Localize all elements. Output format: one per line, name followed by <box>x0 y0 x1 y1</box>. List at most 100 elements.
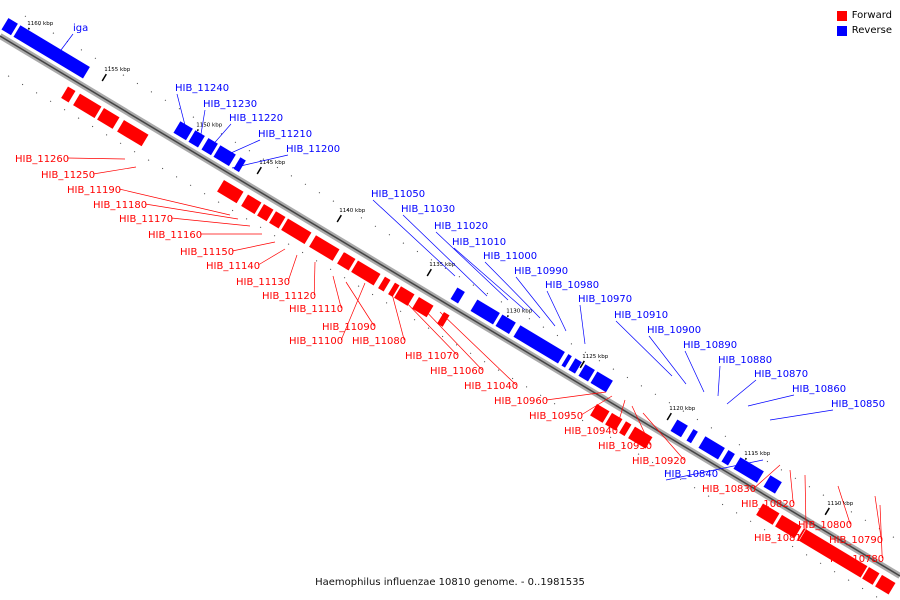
guide-dot <box>304 183 307 185</box>
forward-leader-line <box>332 275 342 309</box>
guide-dot <box>430 259 433 261</box>
guide-dot <box>343 277 346 279</box>
guide-dot <box>724 435 727 437</box>
guide-dot <box>315 260 318 262</box>
guide-dot <box>273 235 276 237</box>
guide-dot <box>791 545 794 548</box>
forward-gene-block <box>240 193 263 215</box>
reverse-gene-block <box>449 286 466 305</box>
kbp-tick-label: 1135 kbp <box>429 262 455 268</box>
guide-dot <box>696 418 699 421</box>
guide-dot <box>248 150 251 152</box>
forward-gene-block <box>604 412 624 432</box>
guide-dot <box>556 334 559 337</box>
guide-dot <box>332 200 335 202</box>
reverse-leader-line <box>372 199 456 277</box>
legend-forward-label: Forward <box>851 10 892 21</box>
reverse-gene-block <box>512 324 566 365</box>
guide-dot <box>567 411 570 413</box>
guide-dot <box>357 285 360 287</box>
forward-gene-label: HIB_10950 <box>529 411 583 422</box>
guide-dot <box>763 529 766 531</box>
guide-dot <box>693 487 696 489</box>
guide-dot <box>623 445 626 447</box>
forward-gene-label: HIB_11150 <box>180 247 234 258</box>
reverse-gene-block <box>577 363 596 383</box>
reverse-gene-block <box>669 418 689 439</box>
forward-gene-block <box>96 107 121 130</box>
forward-leader-line <box>837 485 851 525</box>
guide-dot <box>668 402 671 404</box>
reverse-gene-label: HIB_11230 <box>203 99 257 110</box>
guide-dot <box>150 91 153 93</box>
guide-dot <box>833 571 836 573</box>
kbp-tick <box>579 360 585 369</box>
forward-leader-line <box>879 504 883 559</box>
kbp-tick-label: 1150 kbp <box>196 122 222 128</box>
guide-dot <box>654 393 657 395</box>
guide-dot <box>217 201 220 203</box>
guide-dot <box>189 184 192 186</box>
reverse-gene-label: HIB_11200 <box>286 144 340 155</box>
reverse-gene-block <box>685 428 699 445</box>
guide-dot <box>38 24 41 26</box>
guide-dot <box>794 477 797 479</box>
reverse-leader-line <box>231 154 289 169</box>
guide-dot <box>416 250 419 253</box>
forward-gene-block <box>755 502 781 526</box>
forward-leader-line <box>119 188 231 216</box>
guide-dot <box>570 343 573 345</box>
forward-leader-line <box>631 405 651 446</box>
forward-leader-line <box>258 248 286 266</box>
guide-dot <box>122 74 125 76</box>
forward-gene-label: HIB_11060 <box>430 366 484 377</box>
guide-dot <box>35 92 38 94</box>
forward-gene-label: HIB_10800 <box>798 520 852 531</box>
guide-dot <box>94 57 97 59</box>
forward-gene-block <box>350 259 382 287</box>
forward-gene-label: HIB_10960 <box>494 396 548 407</box>
reverse-leader-line <box>717 365 721 397</box>
reverse-gene-block <box>720 449 736 467</box>
forward-leader-line <box>67 157 126 160</box>
reverse-gene-label: HIB_11050 <box>371 189 425 200</box>
guide-dot <box>259 226 262 228</box>
forward-leader-line <box>93 166 137 175</box>
guide-dot <box>133 151 136 153</box>
forward-leader-line <box>615 399 626 431</box>
guide-dot <box>836 502 839 505</box>
reverse-gene-block <box>589 370 614 394</box>
guide-dot <box>388 234 391 236</box>
guide-dot <box>371 293 374 296</box>
guide-dot <box>472 284 475 286</box>
reverse-gene-label: HIB_10910 <box>614 310 668 321</box>
kbp-tick <box>101 73 107 82</box>
reverse-gene-block <box>172 120 194 142</box>
guide-dot <box>819 562 822 564</box>
guide-dot <box>262 158 265 160</box>
guide-dot <box>24 15 27 17</box>
forward-gene-label: HIB_11100 <box>289 336 343 347</box>
guide-dot <box>206 124 209 127</box>
forward-gene-label: HIB_11190 <box>67 185 121 196</box>
guide-dot <box>822 494 825 496</box>
guide-dot <box>192 116 195 118</box>
guide-dot <box>346 208 349 211</box>
forward-gene-label: HIB_10810 <box>754 533 808 544</box>
reverse-gene-label: HIB_11220 <box>229 113 283 124</box>
forward-gene-block <box>308 234 341 262</box>
guide-dot <box>892 536 895 538</box>
reverse-gene-label: HIB_10900 <box>647 325 701 336</box>
forward-gene-label: HIB_10780 <box>830 554 884 565</box>
forward-gene-label: HIB_11040 <box>464 381 518 392</box>
legend-forward: Forward <box>836 8 892 23</box>
forward-gene-label: HIB_10940 <box>564 426 618 437</box>
guide-dot <box>276 166 279 169</box>
kbp-tick-label: 1155 kbp <box>104 67 130 73</box>
forward-gene-block <box>774 514 803 539</box>
forward-gene-block <box>627 425 654 450</box>
forward-swatch <box>836 10 847 21</box>
guide-dot <box>861 587 864 590</box>
reverse-gene-label: HIB_10880 <box>718 355 772 366</box>
guide-dot <box>444 267 447 269</box>
